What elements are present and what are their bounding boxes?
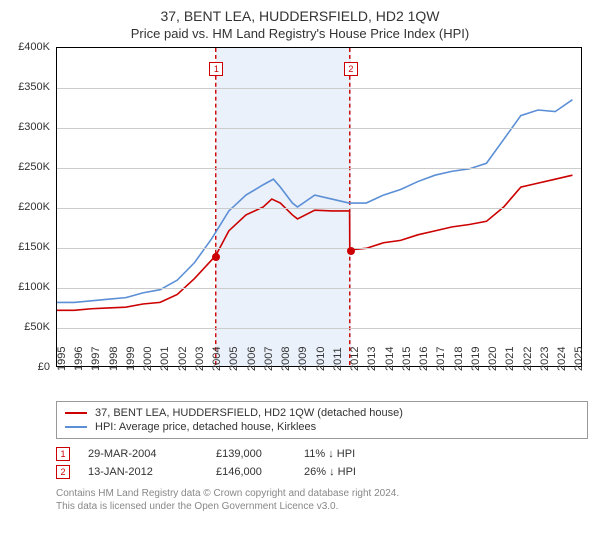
y-axis-label: £0 <box>38 361 56 373</box>
sale-price: £139,000 <box>216 448 286 460</box>
legend-swatch <box>65 426 87 428</box>
sale-ref: 2 <box>56 465 70 479</box>
gridline <box>57 208 581 209</box>
y-axis-label: £350K <box>18 81 56 93</box>
gridline <box>57 168 581 169</box>
legend-row: HPI: Average price, detached house, Kirk… <box>65 420 579 434</box>
sale-point <box>212 253 220 261</box>
x-axis-label: 2025 <box>573 347 599 371</box>
y-axis-label: £100K <box>18 281 56 293</box>
plot-area: 12 <box>56 47 582 367</box>
series-hpi <box>57 100 572 303</box>
legend-box: 37, BENT LEA, HUDDERSFIELD, HD2 1QW (det… <box>56 401 588 439</box>
sale-delta: 26% ↓ HPI <box>304 466 394 478</box>
reference-marker: 2 <box>344 62 358 76</box>
sale-date: 29-MAR-2004 <box>88 448 198 460</box>
legend-swatch <box>65 412 87 414</box>
sales-table: 1 29-MAR-2004 £139,000 11% ↓ HPI 2 13-JAN-201… <box>56 445 588 481</box>
sale-row: 2 13-JAN-2012 £146,000 26% ↓ HPI <box>56 463 588 481</box>
reference-marker: 1 <box>209 62 223 76</box>
chart-area: 12 1995199619971998199920002001200220032… <box>56 47 582 395</box>
sale-row: 1 29-MAR-2004 £139,000 11% ↓ HPI <box>56 445 588 463</box>
page-subtitle: Price paid vs. HM Land Registry's House … <box>12 26 588 41</box>
sale-date: 13-JAN-2012 <box>88 466 198 478</box>
gridline <box>57 88 581 89</box>
legend-label: 37, BENT LEA, HUDDERSFIELD, HD2 1QW (det… <box>95 407 403 419</box>
y-axis-label: £200K <box>18 201 56 213</box>
gridline <box>57 248 581 249</box>
sale-ref: 1 <box>56 447 70 461</box>
gridline <box>57 288 581 289</box>
sale-point <box>347 247 355 255</box>
legend-row: 37, BENT LEA, HUDDERSFIELD, HD2 1QW (det… <box>65 406 579 420</box>
y-axis-label: £150K <box>18 241 56 253</box>
y-axis-label: £50K <box>24 321 56 333</box>
sale-price: £146,000 <box>216 466 286 478</box>
footer-text: Contains HM Land Registry data © Crown c… <box>56 487 588 513</box>
y-axis-label: £250K <box>18 161 56 173</box>
series-svg <box>57 48 581 366</box>
footer-line: Contains HM Land Registry data © Crown c… <box>56 487 588 500</box>
y-axis-label: £300K <box>18 121 56 133</box>
legend-label: HPI: Average price, detached house, Kirk… <box>95 421 316 433</box>
chart-container: 37, BENT LEA, HUDDERSFIELD, HD2 1QW Pric… <box>0 0 600 519</box>
x-axis-labels: 1995199619971998199920002001200220032004… <box>56 367 582 395</box>
sale-delta: 11% ↓ HPI <box>304 448 394 460</box>
gridline <box>57 328 581 329</box>
footer-line: This data is licensed under the Open Gov… <box>56 500 588 513</box>
page-title: 37, BENT LEA, HUDDERSFIELD, HD2 1QW <box>12 8 588 24</box>
gridline <box>57 128 581 129</box>
y-axis-label: £400K <box>18 41 56 53</box>
